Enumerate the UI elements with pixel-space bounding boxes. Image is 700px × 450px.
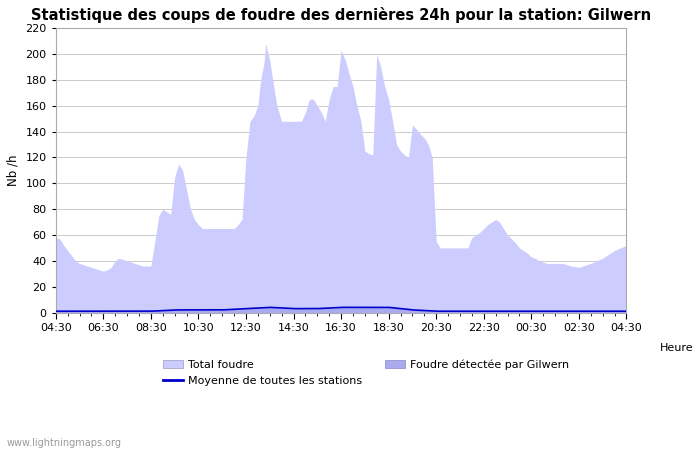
Text: Heure: Heure xyxy=(659,343,693,353)
Text: www.lightningmaps.org: www.lightningmaps.org xyxy=(7,438,122,448)
Legend: Total foudre, Moyenne de toutes les stations, Foudre détectée par Gilwern: Total foudre, Moyenne de toutes les stat… xyxy=(158,355,574,390)
Title: Statistique des coups de foudre des dernières 24h pour la station: Gilwern: Statistique des coups de foudre des dern… xyxy=(31,7,651,23)
Y-axis label: Nb /h: Nb /h xyxy=(7,155,20,186)
